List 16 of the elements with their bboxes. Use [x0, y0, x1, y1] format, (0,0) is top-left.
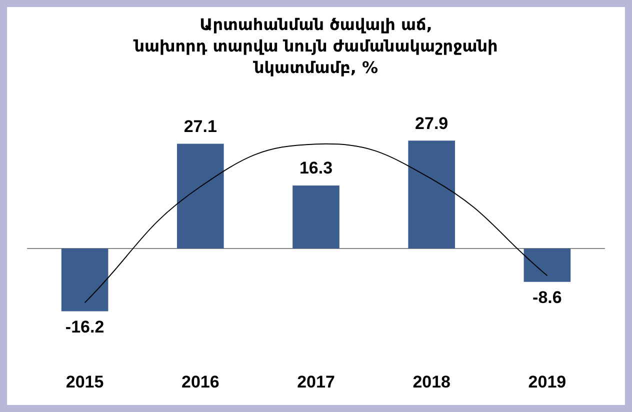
bar — [524, 248, 571, 282]
x-tick-label: 2018 — [412, 372, 451, 392]
data-label: -8.6 — [532, 288, 562, 307]
data-label: 27.1 — [184, 116, 217, 136]
bar — [61, 248, 108, 312]
x-tick-label: 2017 — [297, 372, 335, 392]
chart-title: Արտահանման ծավալի աճ, նախորդ տարվա նույն ժամանակաշրջանի նկատմամբ, % — [133, 14, 498, 78]
data-label: -16.2 — [65, 317, 104, 336]
bar — [408, 140, 456, 249]
data-label: 27.9 — [415, 114, 448, 133]
x-tick-label: 2019 — [528, 372, 566, 392]
bar — [176, 144, 224, 249]
x-tick-label: 2016 — [181, 372, 220, 392]
x-tick-label: 2015 — [66, 372, 104, 392]
bar — [292, 185, 340, 249]
data-label: 16.3 — [299, 158, 333, 178]
